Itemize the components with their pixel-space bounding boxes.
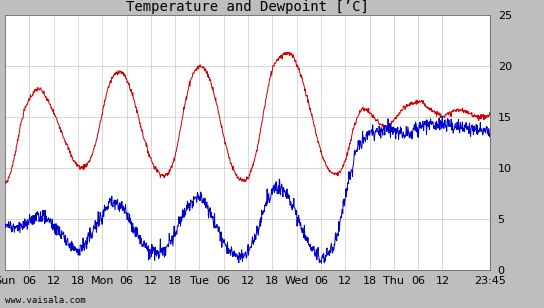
Text: www.vaisala.com: www.vaisala.com	[5, 296, 86, 305]
Title: Temperature and Dewpoint [’C]: Temperature and Dewpoint [’C]	[126, 0, 369, 14]
